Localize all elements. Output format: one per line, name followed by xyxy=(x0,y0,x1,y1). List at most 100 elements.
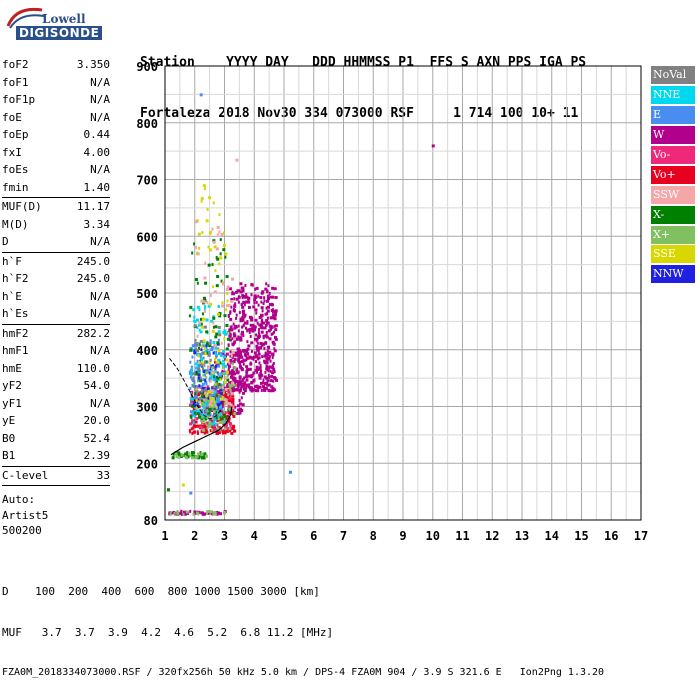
echo-point xyxy=(245,295,249,299)
echo-point xyxy=(260,295,263,299)
echo-point xyxy=(264,341,268,345)
y-tick-label: 200 xyxy=(136,457,158,471)
x-tick-label: 7 xyxy=(340,529,347,543)
echo-point xyxy=(209,395,212,399)
echo-point xyxy=(254,308,258,312)
echo-point xyxy=(203,360,206,364)
echo-point xyxy=(199,355,202,359)
echo-point xyxy=(191,355,194,359)
echo-point xyxy=(195,343,199,347)
echo-point xyxy=(249,323,252,327)
echo-point xyxy=(225,370,229,374)
echo-point xyxy=(219,392,223,396)
echo-point xyxy=(166,488,170,492)
echo-point xyxy=(240,382,244,386)
echo-point xyxy=(211,366,215,370)
echo-point xyxy=(205,342,209,346)
echo-point xyxy=(195,416,199,420)
param-row: hmF2 282.2 xyxy=(2,325,110,343)
echo-point xyxy=(218,421,222,425)
echo-point xyxy=(203,309,206,313)
echo-point xyxy=(226,385,230,389)
echo-point xyxy=(210,428,213,432)
echo-point xyxy=(212,398,215,402)
echo-point xyxy=(231,386,234,390)
echo-point xyxy=(239,290,243,294)
echo-point xyxy=(267,357,271,361)
echo-point xyxy=(171,456,175,460)
echo-point xyxy=(238,407,242,411)
echo-point xyxy=(267,379,270,383)
echo-point xyxy=(233,334,237,338)
echo-point xyxy=(270,302,273,306)
echo-point xyxy=(199,385,203,389)
echo-point xyxy=(240,360,244,364)
scaled-parameters-panel: foF2 3.350 foF1 N/A foF1p N/A foE N/A foEp 0.44 fx… xyxy=(2,56,110,539)
echo-point xyxy=(191,419,195,423)
echo-point xyxy=(266,367,270,371)
echo-point xyxy=(214,335,218,339)
echo-point xyxy=(207,409,211,413)
echo-point xyxy=(262,381,265,385)
autoscaling-line: 500200 xyxy=(2,524,42,537)
echo-point xyxy=(218,311,222,315)
echo-point xyxy=(198,321,202,325)
echo-point xyxy=(212,375,215,379)
echo-point xyxy=(197,452,201,456)
echo-point xyxy=(205,430,209,434)
echo-point xyxy=(216,385,220,389)
echo-point xyxy=(214,427,217,431)
echo-point xyxy=(269,359,272,363)
param-row: hmE 110.0 xyxy=(2,360,110,378)
echo-point xyxy=(215,405,218,409)
echo-point xyxy=(257,294,260,298)
echo-point xyxy=(227,366,230,370)
echo-point xyxy=(201,389,204,393)
echo-point xyxy=(215,256,218,260)
echo-point xyxy=(268,291,271,295)
echo-point xyxy=(242,362,245,366)
param-name: hmE xyxy=(2,361,22,375)
echo-point xyxy=(224,376,228,380)
echo-point xyxy=(204,386,207,390)
echo-point xyxy=(239,388,242,392)
echo-point xyxy=(248,327,252,331)
echo-point xyxy=(233,337,237,341)
echo-point xyxy=(271,286,275,290)
echo-point xyxy=(205,406,209,410)
echo-point xyxy=(245,300,248,304)
x-tick-label: 8 xyxy=(370,529,377,543)
param-value: 110.0 xyxy=(76,361,110,375)
echo-point xyxy=(267,369,270,373)
echo-point xyxy=(240,330,244,334)
echo-point xyxy=(248,383,251,387)
param-value: N/A xyxy=(90,110,110,124)
echo-point xyxy=(272,361,275,365)
footer-distance-row: D 100 200 400 600 800 1000 1500 3000 [km… xyxy=(2,585,320,598)
echo-point xyxy=(192,308,196,312)
echo-point xyxy=(253,351,257,355)
echo-point xyxy=(266,294,270,298)
echo-point xyxy=(214,358,217,362)
echo-point xyxy=(235,411,239,415)
echo-point xyxy=(223,329,227,333)
echo-point xyxy=(173,511,176,515)
echo-point xyxy=(238,409,242,413)
echo-point xyxy=(230,384,233,388)
echo-point xyxy=(214,385,217,389)
x-tick-label: 4 xyxy=(251,529,258,543)
param-value: 0.44 xyxy=(83,128,111,141)
param-name: h`F2 xyxy=(2,272,29,285)
echo-point xyxy=(240,384,243,388)
echo-point xyxy=(252,388,256,392)
echo-point xyxy=(198,384,201,388)
echo-point xyxy=(215,416,218,420)
echo-point xyxy=(193,349,196,353)
echo-point xyxy=(216,275,220,279)
echo-point xyxy=(220,233,224,237)
echo-point xyxy=(213,245,217,249)
param-separator xyxy=(2,251,110,253)
echo-point xyxy=(228,396,232,400)
echo-point xyxy=(209,339,212,343)
echo-point xyxy=(233,377,237,381)
